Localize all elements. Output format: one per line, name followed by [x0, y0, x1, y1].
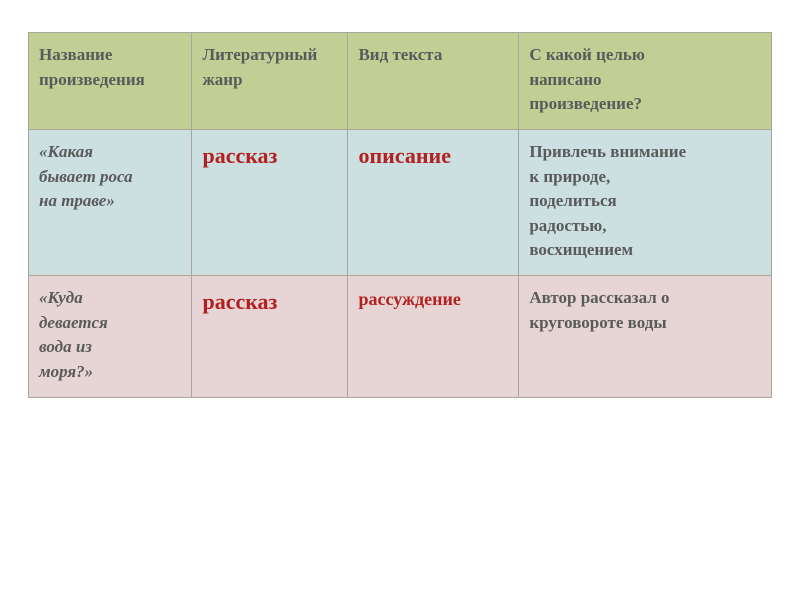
- row1-texttype-text: описание: [358, 143, 451, 168]
- header-title-line1: Название: [39, 43, 181, 68]
- table-row: «Куда девается вода из моря?» рассказ ра…: [29, 276, 772, 398]
- header-row: Название произведения Литературный жанр …: [29, 33, 772, 130]
- row2-genre-text: рассказ: [202, 289, 277, 314]
- header-genre: Литературный жанр: [192, 33, 348, 130]
- row1-genre-text: рассказ: [202, 143, 277, 168]
- header-genre-line1: Литературный: [202, 43, 337, 68]
- header-purpose-line3: произведение?: [529, 92, 761, 117]
- row1-purpose: Привлечь внимание к природе, поделиться …: [519, 129, 772, 275]
- header-texttype: Вид текста: [348, 33, 519, 130]
- row1-genre: рассказ: [192, 129, 348, 275]
- row1-title-line1: «Какая: [39, 140, 181, 165]
- header-title-line2: произведения: [39, 68, 181, 93]
- header-purpose-line2: написано: [529, 68, 761, 93]
- row2-genre: рассказ: [192, 276, 348, 398]
- table-row: «Какая бывает роса на траве» рассказ опи…: [29, 129, 772, 275]
- row2-purpose-line1: Автор рассказал о: [529, 286, 761, 311]
- header-genre-line2: жанр: [202, 68, 337, 93]
- row1-purpose-line4: радостью,: [529, 214, 761, 239]
- row2-title-line2: девается: [39, 311, 181, 336]
- row1-purpose-line2: к природе,: [529, 165, 761, 190]
- row1-purpose-line5: восхищением: [529, 238, 761, 263]
- row1-purpose-line1: Привлечь внимание: [529, 140, 761, 165]
- header-purpose-line1: С какой целью: [529, 43, 761, 68]
- row2-texttype-text: рассуждение: [358, 289, 460, 309]
- row2-title: «Куда девается вода из моря?»: [29, 276, 192, 398]
- row2-title-line4: моря?»: [39, 360, 181, 385]
- row1-title: «Какая бывает роса на траве»: [29, 129, 192, 275]
- header-texttype-line: Вид текста: [358, 43, 508, 68]
- literature-table: Название произведения Литературный жанр …: [28, 32, 772, 398]
- row1-purpose-line3: поделиться: [529, 189, 761, 214]
- row2-title-line1: «Куда: [39, 286, 181, 311]
- row1-title-line2: бывает роса: [39, 165, 181, 190]
- header-title: Название произведения: [29, 33, 192, 130]
- header-purpose: С какой целью написано произведение?: [519, 33, 772, 130]
- row2-purpose: Автор рассказал о круговороте воды: [519, 276, 772, 398]
- row1-title-line3: на траве»: [39, 189, 181, 214]
- row2-title-line3: вода из: [39, 335, 181, 360]
- row2-purpose-line2: круговороте воды: [529, 311, 761, 336]
- row2-texttype: рассуждение: [348, 276, 519, 398]
- row1-texttype: описание: [348, 129, 519, 275]
